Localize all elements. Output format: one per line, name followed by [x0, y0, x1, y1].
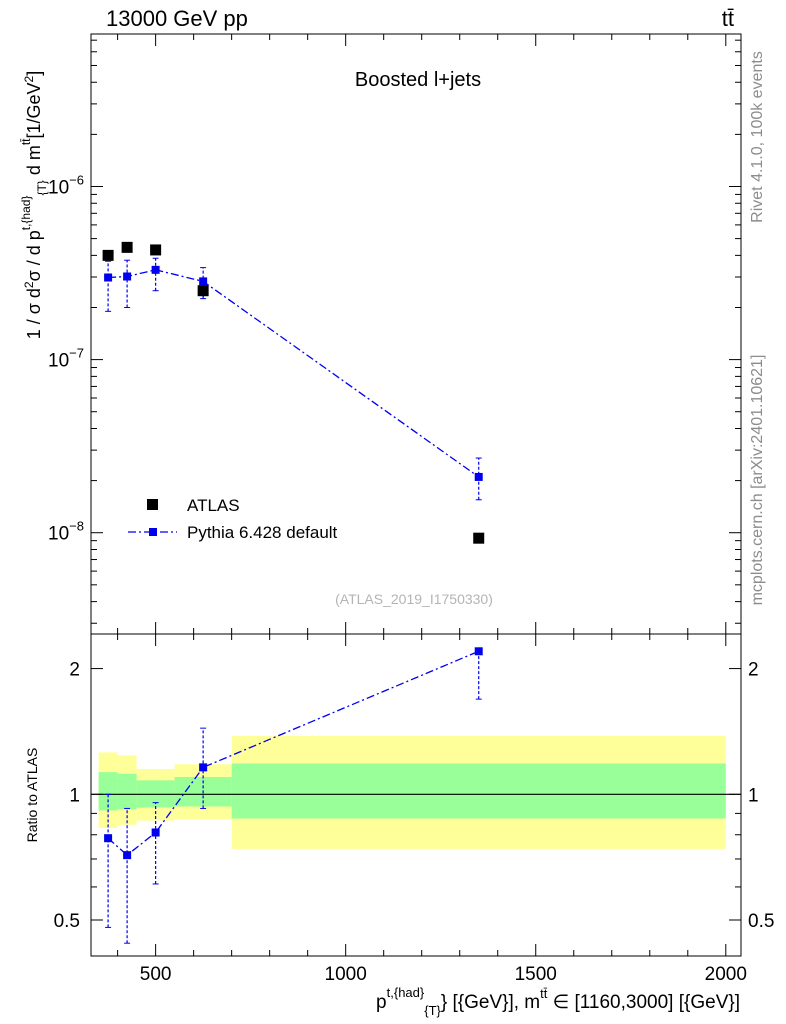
legend-atlas-marker — [147, 499, 158, 510]
legend-pythia-marker — [149, 528, 157, 536]
main-y-tick-label: 10−7 — [48, 346, 84, 372]
pythia-point — [123, 272, 132, 281]
main-y-tick-label: 10−6 — [48, 172, 84, 198]
ratio-y-tick-label-left: 0.5 — [54, 911, 80, 932]
main-y-axis-label: 1 / σ d2σ / d pt,{had}{T} d mtt̄[1/GeV2] — [19, 71, 49, 339]
main-y-tick-exponent: −7 — [69, 346, 84, 361]
plot-title: Boosted l+jets — [355, 69, 481, 91]
main-y-tick-label: 10−8 — [48, 519, 84, 545]
ratio-y-tick-label-right: 1 — [748, 785, 759, 806]
main-y-tick-base: 10 — [48, 524, 69, 545]
ratio-axes: 500 1000 1500 2000 0.5 0.5 1 1 2 2 — [54, 634, 774, 985]
source-label: mcplots.cern.ch [arXiv:2401.10621] — [749, 355, 766, 606]
legend-atlas-label: ATLAS — [187, 496, 240, 515]
ratio-y-tick-label-right: 0.5 — [748, 911, 774, 932]
main-y-tick-exponent: −6 — [69, 172, 84, 187]
atlas-point — [102, 249, 114, 261]
x-axis-label: pt,{had}{T}} [{GeV}], mtt̄ ∈ [1160,3000]… — [376, 985, 740, 1018]
ratio-y-tick-label-right: 2 — [748, 660, 759, 681]
ratio-pythia-line — [107, 650, 479, 856]
ratio-plot-panel: 500 1000 1500 2000 0.5 0.5 1 1 2 2 Ratio to ATLAS… — [24, 633, 774, 1018]
pythia-line — [108, 269, 480, 478]
x-tick-label: 1000 — [325, 964, 367, 985]
ratio-pythia-point — [474, 647, 483, 656]
x-tick-label: 500 — [140, 964, 172, 985]
watermark: (ATLAS_2019_I1750330) — [335, 591, 493, 607]
rivet-version-label: Rivet 4.1.0, 100k events — [749, 51, 766, 223]
main-y-tick-base: 10 — [48, 177, 69, 198]
ratio-pythia-point — [123, 851, 132, 860]
atlas-point — [150, 244, 162, 256]
process-label: tt̄ — [722, 6, 734, 31]
main-plot-panel: 10−810−710−6 Boosted l+jets (ATLAS_2019_… — [19, 33, 742, 635]
atlas-point — [473, 532, 485, 544]
ratio-pythia-point — [199, 763, 208, 772]
main-y-tick-exponent: −8 — [69, 519, 84, 534]
ratio-series — [104, 647, 483, 944]
ratio-band-inner — [98, 772, 118, 811]
atlas-point — [121, 241, 133, 253]
ratio-plot-frame — [90, 633, 742, 957]
main-axes: 10−810−710−6 — [48, 34, 741, 634]
ratio-y-tick-label-left: 1 — [69, 785, 80, 806]
legend: ATLAS Pythia 6.428 default — [128, 496, 338, 542]
pythia-point — [104, 273, 113, 282]
pythia-point — [474, 472, 483, 481]
ratio-band-inner — [231, 763, 726, 819]
ratio-pythia-point — [151, 828, 160, 837]
legend-pythia-label: Pythia 6.428 default — [187, 523, 338, 542]
ratio-uncertainty-bands — [98, 735, 726, 849]
ratio-y-tick-label-left: 2 — [69, 660, 80, 681]
x-tick-label: 2000 — [705, 964, 747, 985]
x-tick-label: 1500 — [515, 964, 557, 985]
pythia-point — [199, 277, 208, 286]
pythia-point — [151, 265, 160, 274]
main-plot-frame — [90, 33, 742, 635]
atlas-point — [197, 285, 209, 297]
main-series — [102, 241, 485, 544]
energy-label: 13000 GeV pp — [106, 6, 248, 31]
main-y-tick-base: 10 — [48, 351, 69, 372]
ratio-pythia-point — [104, 834, 113, 843]
ratio-band-inner — [117, 773, 137, 810]
ratio-y-axis-label: Ratio to ATLAS — [24, 748, 40, 843]
